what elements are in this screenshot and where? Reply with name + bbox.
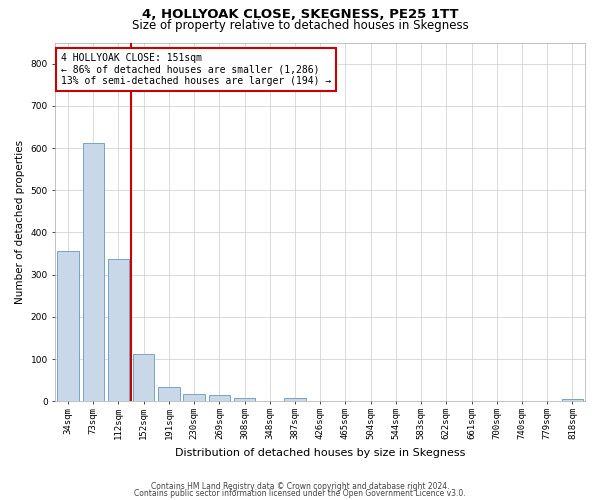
Bar bbox=[58, 252, 79, 402]
Bar bbox=[184, 394, 205, 402]
Bar bbox=[158, 386, 179, 402]
X-axis label: Distribution of detached houses by size in Skegness: Distribution of detached houses by size … bbox=[175, 448, 466, 458]
Text: 4, HOLLYOAK CLOSE, SKEGNESS, PE25 1TT: 4, HOLLYOAK CLOSE, SKEGNESS, PE25 1TT bbox=[142, 8, 458, 20]
Text: 4 HOLLYOAK CLOSE: 151sqm
← 86% of detached houses are smaller (1,286)
13% of sem: 4 HOLLYOAK CLOSE: 151sqm ← 86% of detach… bbox=[61, 54, 331, 86]
Text: Contains HM Land Registry data © Crown copyright and database right 2024.: Contains HM Land Registry data © Crown c… bbox=[151, 482, 449, 491]
Y-axis label: Number of detached properties: Number of detached properties bbox=[15, 140, 25, 304]
Bar bbox=[83, 143, 104, 402]
Bar bbox=[133, 354, 154, 402]
Bar bbox=[209, 396, 230, 402]
Bar bbox=[108, 258, 129, 402]
Bar bbox=[562, 400, 583, 402]
Text: Size of property relative to detached houses in Skegness: Size of property relative to detached ho… bbox=[131, 19, 469, 32]
Text: Contains public sector information licensed under the Open Government Licence v3: Contains public sector information licen… bbox=[134, 490, 466, 498]
Bar bbox=[284, 398, 306, 402]
Bar bbox=[234, 398, 255, 402]
